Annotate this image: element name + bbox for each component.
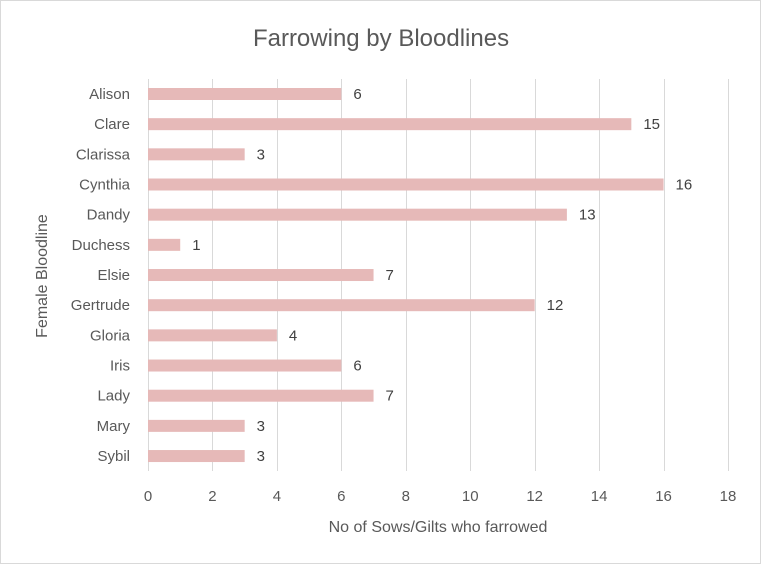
bar-value-label: 15 [643, 116, 660, 133]
category-label: Lady [97, 388, 130, 405]
x-tick-label: 12 [526, 488, 543, 505]
y-axis-title: Female Bloodline [34, 214, 51, 338]
category-label: Clarissa [76, 146, 131, 163]
bar [148, 88, 342, 100]
bar [148, 178, 664, 191]
category-label: Dandy [87, 207, 131, 224]
bar [148, 450, 245, 463]
category-label: Clare [94, 116, 130, 133]
bars [148, 88, 664, 463]
category-label: Gloria [90, 327, 131, 344]
data-labels: 6 15 3 16 13 1 7 12 4 6 7 3 3 [192, 86, 692, 465]
category-label: Iris [110, 358, 130, 375]
category-label: Duchess [72, 237, 130, 254]
bar-value-label: 4 [289, 327, 297, 344]
bar-value-label: 3 [257, 448, 265, 465]
bar [148, 299, 535, 312]
bar [148, 329, 277, 342]
bar-value-label: 7 [386, 388, 394, 405]
x-tick-label: 10 [462, 488, 479, 505]
bar [148, 148, 245, 161]
bar [148, 359, 342, 372]
category-axis-labels: Alison Clare Clarissa Cynthia Dandy Duchess El… [71, 86, 131, 465]
x-tick-label: 18 [720, 488, 737, 505]
category-label: Mary [97, 418, 131, 435]
bar [148, 118, 632, 131]
bar-value-label: 3 [257, 418, 265, 435]
category-label: Cynthia [79, 177, 131, 194]
category-label: Elsie [97, 267, 130, 284]
bar [148, 208, 567, 221]
x-axis-title: No of Sows/Gilts who farrowed [329, 519, 548, 536]
category-label: Gertrude [71, 297, 130, 314]
gridlines [148, 79, 729, 471]
bar [148, 389, 374, 402]
chart-title: Farrowing by Bloodlines [253, 25, 509, 52]
bar-value-label: 13 [579, 207, 596, 224]
category-label: Alison [89, 86, 130, 103]
bar [148, 419, 245, 432]
value-axis-tick-labels: 0 2 4 6 8 10 12 14 16 18 [144, 488, 737, 505]
x-tick-label: 0 [144, 488, 152, 505]
category-label: Sybil [97, 448, 130, 465]
x-tick-label: 16 [655, 488, 672, 505]
bar [148, 238, 181, 251]
bar-value-label: 3 [257, 146, 265, 163]
x-tick-label: 4 [273, 488, 281, 505]
bar-value-label: 1 [192, 237, 200, 254]
x-tick-label: 8 [402, 488, 410, 505]
bar-value-label: 7 [386, 267, 394, 284]
bar-value-label: 16 [676, 177, 693, 194]
x-tick-label: 2 [208, 488, 216, 505]
x-tick-label: 14 [591, 488, 608, 505]
bar-value-label: 6 [353, 86, 361, 103]
bar [148, 269, 374, 282]
x-tick-label: 6 [337, 488, 345, 505]
bar-value-label: 6 [353, 358, 361, 375]
bar-value-label: 12 [547, 297, 564, 314]
